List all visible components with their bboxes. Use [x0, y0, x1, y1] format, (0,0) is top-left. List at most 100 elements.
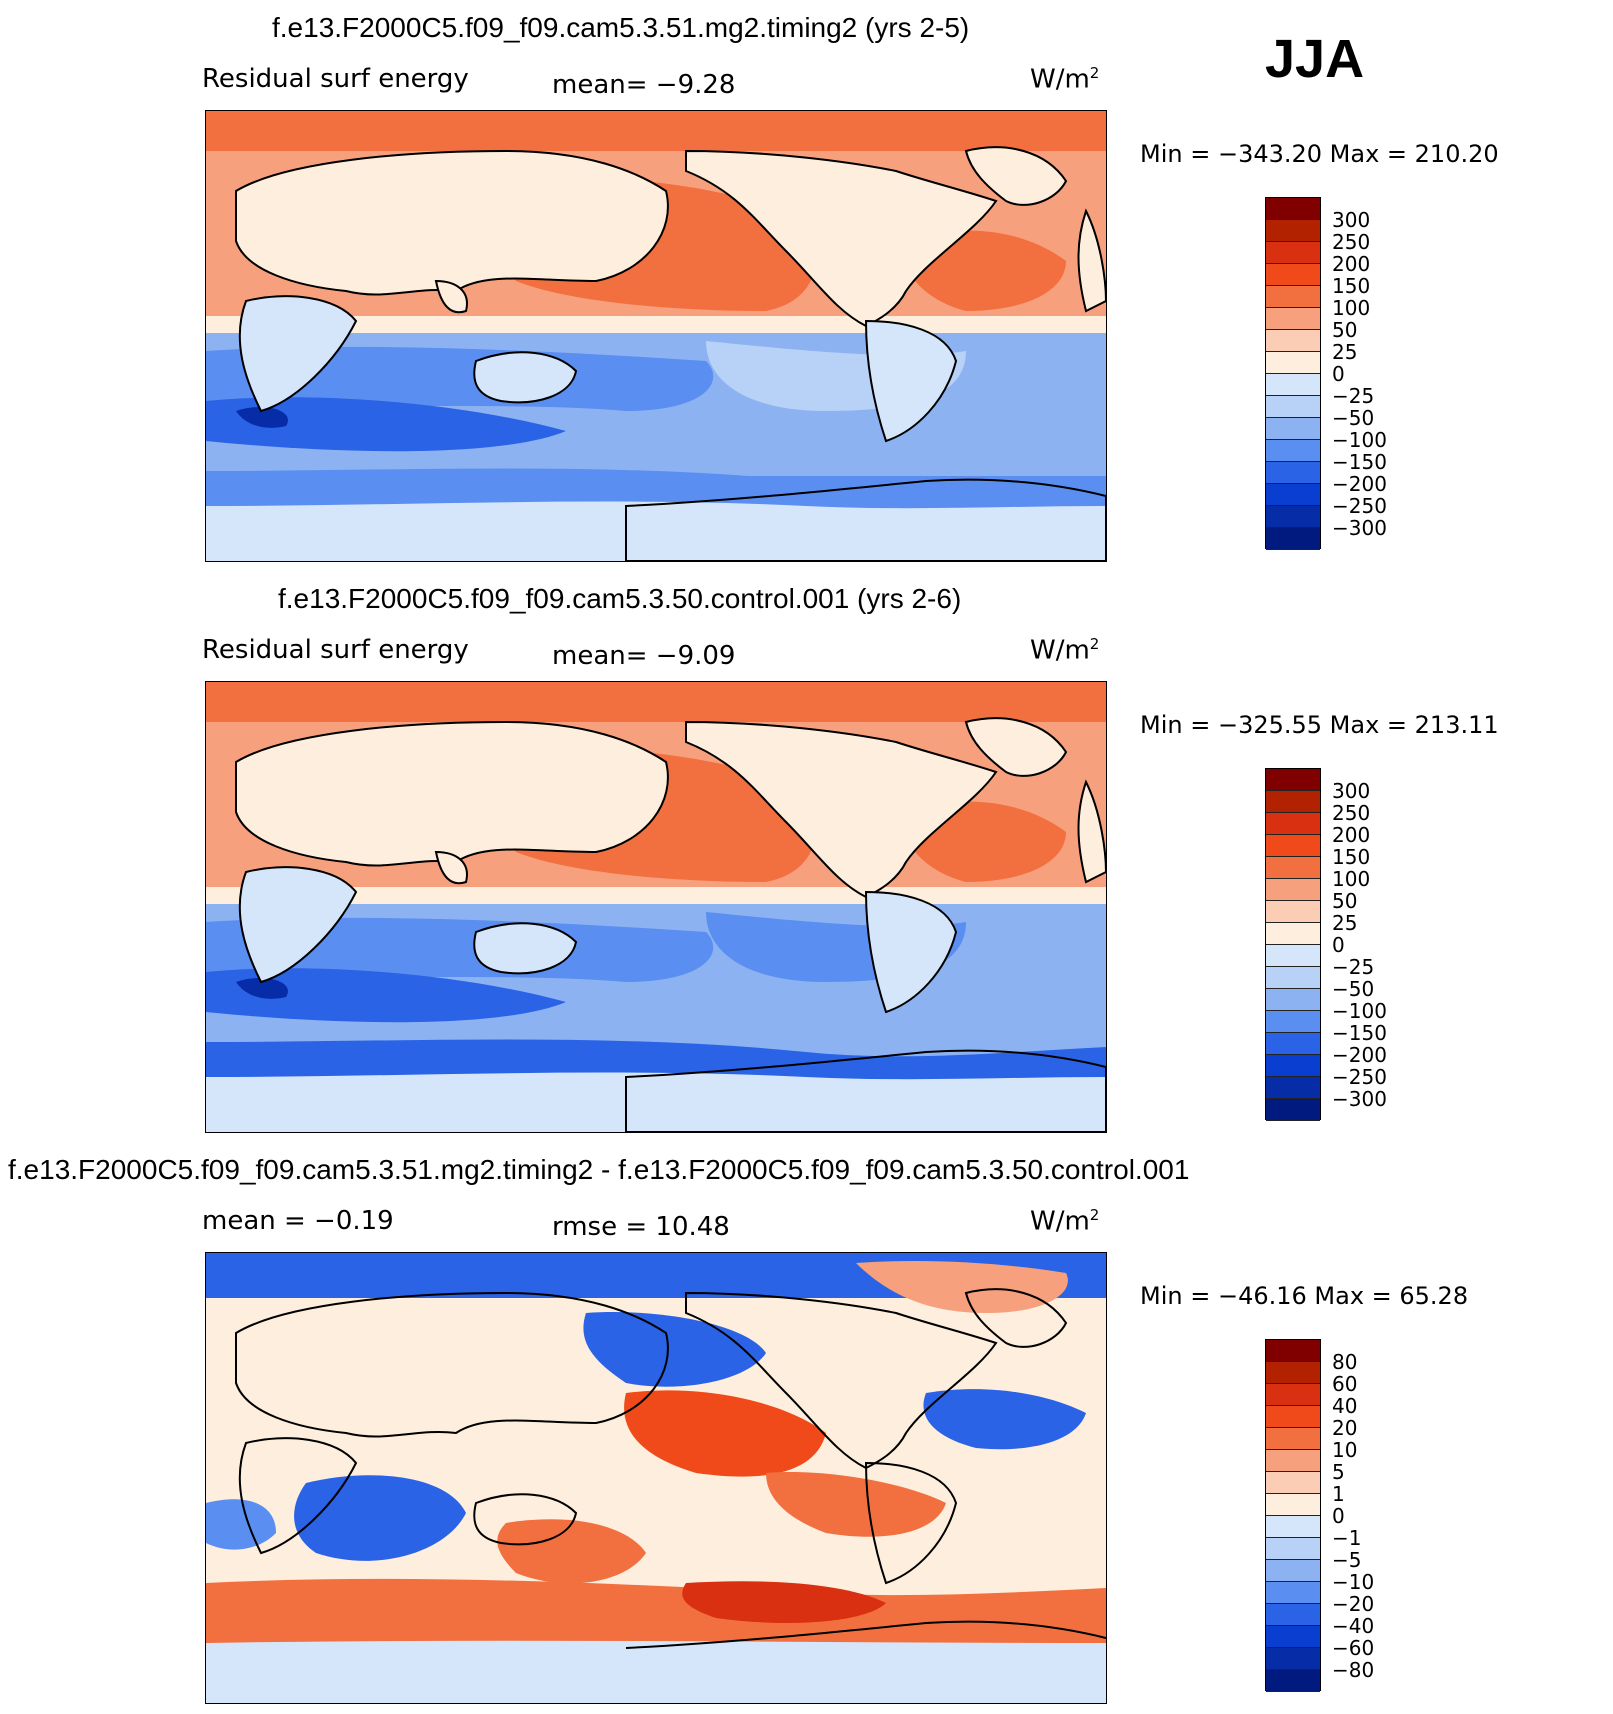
mean-label: mean = −0.19 [202, 1206, 394, 1236]
colorbar-swatch [1266, 967, 1320, 989]
variable-label: Residual surf energy [202, 635, 469, 665]
minmax-label: Min = −46.16 Max = 65.28 [1140, 1282, 1469, 1310]
colorbar-tick-label: 0 [1332, 933, 1345, 957]
colorbar-swatch [1266, 1011, 1320, 1033]
colorbar-swatch [1266, 923, 1320, 945]
colorbar-tick-label: 300 [1332, 779, 1371, 803]
colorbar-tick-label: −50 [1332, 977, 1375, 1001]
colorbar-tick-label: −300 [1332, 1087, 1387, 1111]
colorbar-swatch [1266, 989, 1320, 1011]
colorbar-tick-label: −40 [1332, 1614, 1375, 1638]
colorbar-tick-label: 5 [1332, 1460, 1345, 1484]
season-label: JJA [1265, 29, 1365, 89]
map-control [205, 681, 1107, 1133]
colorbar-swatch [1266, 418, 1320, 440]
colorbar-tick-label: 100 [1332, 867, 1371, 891]
colorbar-tick-label: −60 [1332, 1636, 1375, 1660]
panel-title: f.e13.F2000C5.f09_f09.cam5.3.51.mg2.timi… [272, 12, 970, 43]
colorbar-tick-label: −1 [1332, 1526, 1362, 1550]
colorbar-tick-label: 50 [1332, 318, 1358, 342]
colorbar-swatch [1266, 286, 1320, 308]
colorbar-tick-label: 100 [1332, 296, 1371, 320]
colorbar-tick-label: −150 [1332, 450, 1387, 474]
colorbar-swatch [1266, 242, 1320, 264]
colorbar-swatch [1266, 769, 1320, 791]
panel-difference: f.e13.F2000C5.f09_f09.cam5.3.51.mg2.timi… [0, 1154, 1613, 1714]
units-label: W/m2 [1030, 1206, 1100, 1237]
colorbar-tick-label: 300 [1332, 208, 1371, 232]
colorbar: 80 60 40 20 10 5 1 0 −1 −5 −10 −20 −40 −60 −80 [1265, 1339, 1374, 1692]
colorbar-tick-label: −250 [1332, 1065, 1387, 1089]
colorbar-swatch [1266, 879, 1320, 901]
colorbar-swatch [1266, 1099, 1320, 1121]
colorbar-tick-label: −100 [1332, 428, 1387, 452]
colorbar-swatch [1266, 1362, 1320, 1384]
units-label: W/m2 [1030, 635, 1100, 666]
colorbar-tick-label: 40 [1332, 1394, 1358, 1418]
colorbar-swatch [1266, 528, 1320, 550]
colorbar-tick-label: −50 [1332, 406, 1375, 430]
colorbar-tick-label: 250 [1332, 801, 1371, 825]
colorbar-swatch [1266, 374, 1320, 396]
colorbar-swatch [1266, 1055, 1320, 1077]
colorbar-tick-label: −25 [1332, 955, 1375, 979]
minmax-label: Min = −343.20 Max = 210.20 [1140, 140, 1499, 168]
panel-timing2: f.e13.F2000C5.f09_f09.cam5.3.51.mg2.timi… [0, 12, 1613, 572]
colorbar-swatch [1266, 1077, 1320, 1099]
colorbar-swatch [1266, 835, 1320, 857]
panel-title: f.e13.F2000C5.f09_f09.cam5.3.51.mg2.timi… [8, 1154, 1190, 1185]
colorbar-tick-label: −250 [1332, 494, 1387, 518]
mean-label: mean= −9.09 [552, 641, 736, 671]
colorbar-swatch [1266, 1626, 1320, 1648]
minmax-label: Min = −325.55 Max = 213.11 [1140, 711, 1499, 739]
colorbar: 300 250 200 150 100 50 25 0 −25 −50 −100 −150 −200 −2… [1265, 768, 1387, 1121]
colorbar-tick-label: 250 [1332, 230, 1371, 254]
colorbar-tick-label: −20 [1332, 1592, 1375, 1616]
colorbar-swatch [1266, 308, 1320, 330]
colorbar-tick-label: 200 [1332, 823, 1371, 847]
colorbar-swatch [1266, 1472, 1320, 1494]
colorbar-swatch [1266, 1538, 1320, 1560]
colorbar-tick-label: 0 [1332, 1504, 1345, 1528]
colorbar-swatch [1266, 1340, 1320, 1362]
units-label: W/m2 [1030, 64, 1100, 95]
colorbar-swatch [1266, 1582, 1320, 1604]
colorbar-tick-label: −300 [1332, 516, 1387, 540]
colorbar-swatch [1266, 396, 1320, 418]
colorbar-swatch [1266, 1384, 1320, 1406]
colorbar-swatch [1266, 484, 1320, 506]
colorbar-tick-label: −25 [1332, 384, 1375, 408]
colorbar-swatch [1266, 440, 1320, 462]
colorbar: 300 250 200 150 100 50 25 0 −25 −50 −100 −150 −200 −2… [1265, 197, 1387, 550]
colorbar-tick-label: 80 [1332, 1350, 1358, 1374]
colorbar-tick-label: 10 [1332, 1438, 1358, 1462]
colorbar-tick-label: −5 [1332, 1548, 1362, 1572]
colorbar-swatch [1266, 813, 1320, 835]
colorbar-swatch [1266, 1406, 1320, 1428]
map-difference [205, 1252, 1107, 1704]
colorbar-swatch [1266, 198, 1320, 220]
colorbar-tick-label: 50 [1332, 889, 1358, 913]
colorbar-swatch [1266, 352, 1320, 374]
colorbar-swatch [1266, 1033, 1320, 1055]
colorbar-tick-label: −100 [1332, 999, 1387, 1023]
colorbar-swatch [1266, 462, 1320, 484]
colorbar-tick-label: 150 [1332, 845, 1371, 869]
colorbar-tick-label: 150 [1332, 274, 1371, 298]
colorbar-swatch [1266, 220, 1320, 242]
colorbar-swatch [1266, 1428, 1320, 1450]
colorbar-swatch [1266, 1670, 1320, 1692]
colorbar-tick-label: −200 [1332, 1043, 1387, 1067]
colorbar-tick-label: −150 [1332, 1021, 1387, 1045]
colorbar-tick-label: 0 [1332, 362, 1345, 386]
colorbar-swatch [1266, 1604, 1320, 1626]
colorbar-tick-label: 25 [1332, 911, 1358, 935]
colorbar-swatch [1266, 1516, 1320, 1538]
panel-title: f.e13.F2000C5.f09_f09.cam5.3.50.control.… [278, 583, 962, 614]
colorbar-swatch [1266, 901, 1320, 923]
colorbar-swatch [1266, 1450, 1320, 1472]
colorbar-tick-label: 25 [1332, 340, 1358, 364]
mean-label: mean= −9.28 [552, 70, 736, 100]
variable-label: Residual surf energy [202, 64, 469, 94]
panel-control: f.e13.F2000C5.f09_f09.cam5.3.50.control.… [0, 583, 1613, 1143]
